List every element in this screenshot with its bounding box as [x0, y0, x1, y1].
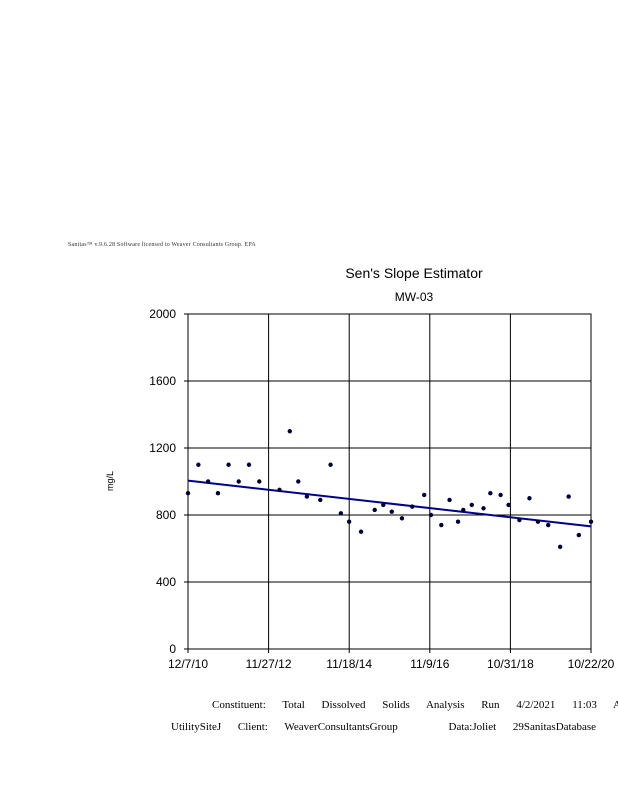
data-point	[246, 462, 252, 467]
data-point	[215, 491, 221, 496]
footer-analysis-label: Analysis	[425, 699, 465, 711]
footer-run-info: Constituent: Total Dissolved Solids Anal…	[212, 699, 618, 711]
footer-constituent-label: Constituent:	[212, 699, 266, 711]
data-point	[428, 512, 434, 518]
footer-run-ampm: AM	[613, 699, 618, 711]
footer-database-name: 29SanitasDatabase	[512, 721, 597, 733]
data-point	[287, 429, 292, 434]
x-tick-label: 12/7/10	[168, 657, 208, 671]
data-point	[439, 522, 444, 528]
data-point	[277, 487, 282, 493]
footer-client-label: Client:	[237, 721, 268, 733]
data-point	[488, 491, 493, 496]
y-tick-label: 400	[156, 575, 176, 589]
data-point	[447, 497, 452, 503]
data-point	[338, 511, 344, 516]
data-point	[481, 506, 486, 511]
data-point	[399, 516, 405, 521]
data-point	[517, 517, 522, 523]
y-tick-label: 800	[156, 508, 176, 522]
data-point	[185, 491, 191, 496]
x-tick-label: 11/27/12	[246, 657, 292, 671]
data-point	[535, 519, 541, 524]
footer-site-name: UtilitySiteJ	[171, 721, 222, 733]
x-tick-label: 10/31/18	[487, 657, 534, 671]
y-axis-label: mg/L	[105, 471, 115, 491]
data-point	[372, 507, 377, 513]
data-point	[557, 544, 563, 550]
y-tick-label: 2000	[149, 307, 176, 321]
data-point	[196, 462, 201, 467]
data-point	[461, 507, 466, 513]
data-point	[389, 509, 394, 514]
y-tick-label: 0	[169, 642, 176, 656]
data-point	[296, 479, 301, 484]
data-point	[576, 532, 582, 538]
data-point	[588, 519, 594, 524]
chart-title: Sen's Slope Estimator	[345, 265, 483, 281]
footer-run-date: 4/2/2021	[516, 699, 556, 711]
sens-slope-trend-line	[187, 479, 592, 528]
x-tick-label: 11/18/14	[326, 657, 372, 671]
data-point	[381, 502, 386, 508]
data-point	[469, 502, 474, 508]
data-point	[328, 462, 333, 467]
data-point	[226, 462, 231, 467]
footer-constituent-word-2: Dissolved	[321, 699, 366, 711]
y-tick-label: 1600	[149, 374, 176, 388]
data-point	[506, 502, 511, 508]
footer-data-label: Data:Joliet	[448, 721, 497, 733]
footer-client-name: WeaverConsultantsGroup	[284, 721, 398, 733]
data-point	[205, 479, 211, 484]
data-point	[527, 496, 532, 501]
footer-constituent-word-1: Total	[282, 699, 305, 711]
chart-subtitle: MW-03	[395, 290, 434, 304]
data-point	[346, 519, 352, 524]
y-tick-label: 1200	[149, 441, 176, 455]
data-point	[236, 479, 241, 484]
footer-site-info: UtilitySiteJ Client: WeaverConsultantsGr…	[171, 721, 610, 733]
footer-run-label: Run	[481, 699, 500, 711]
data-point	[410, 504, 415, 509]
license-notice: Sanitas™ v.9.6.28 Software licensed to W…	[68, 242, 256, 248]
data-point	[304, 494, 310, 499]
footer-constituent-word-3: Solids	[382, 699, 410, 711]
data-point	[498, 492, 503, 498]
data-point	[318, 497, 323, 503]
data-point	[421, 492, 427, 498]
footer-run-time: 11:03	[572, 699, 597, 711]
plot-area	[187, 313, 592, 650]
data-point	[566, 494, 571, 499]
data-point	[257, 479, 262, 484]
data-point	[358, 529, 364, 534]
x-tick-label: 11/9/16	[410, 657, 449, 671]
x-tick-label: 10/22/20	[568, 657, 615, 671]
data-point	[455, 519, 461, 524]
data-point	[546, 522, 551, 528]
